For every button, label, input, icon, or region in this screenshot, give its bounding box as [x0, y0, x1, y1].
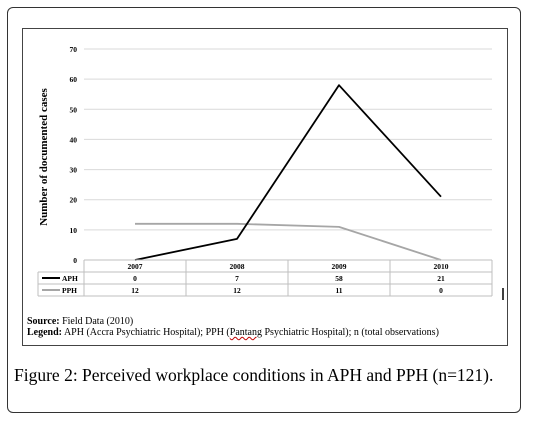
- chart-frame: [22, 28, 508, 346]
- legend-entry: PPH: [62, 286, 77, 295]
- y-tick-label: 70: [70, 45, 78, 54]
- y-axis-label: Number of documented cases: [38, 87, 50, 225]
- figure-frame: [7, 7, 521, 413]
- legend-entry: APH: [62, 274, 78, 283]
- legend-note: Legend: APH (Accra Psychiatric Hospital)…: [27, 327, 439, 339]
- series-line-pph: [135, 222, 442, 261]
- series-line-aph: [134, 84, 442, 261]
- data-table-cell: 0: [439, 286, 443, 295]
- legend-pantang: Pantang: [229, 327, 262, 338]
- legend-label: Legend:: [27, 327, 62, 338]
- source-note: Source: Field Data (2010): [27, 316, 133, 328]
- x-tick-label: 2008: [230, 262, 245, 271]
- y-tick-label: 10: [70, 226, 78, 235]
- y-tick-label: 0: [73, 256, 77, 265]
- source-label: Source:: [27, 316, 60, 327]
- y-tick-label: 50: [70, 105, 78, 114]
- x-tick-label: 2007: [128, 262, 143, 271]
- y-tick-label: 60: [70, 75, 78, 84]
- y-tick-label: 20: [70, 196, 78, 205]
- data-table-cell: 7: [235, 274, 239, 283]
- x-tick-label: 2009: [332, 262, 347, 271]
- legend-text-2: Psychiatric Hospital); n (total observat…: [261, 327, 439, 338]
- source-text: Field Data (2010): [59, 316, 134, 327]
- y-tick-label: 40: [70, 135, 78, 144]
- legend-text-1: APH (Accra Psychiatric Hospital); PPH (: [62, 327, 230, 338]
- data-table-cell: 21: [437, 274, 445, 283]
- figure-caption: Figure 2: Perceived workplace conditions…: [14, 365, 494, 385]
- y-tick-label: 30: [70, 166, 78, 175]
- data-table-cell: 11: [335, 286, 342, 295]
- data-table-cell: 12: [233, 286, 241, 295]
- data-table-cell: 12: [131, 286, 139, 295]
- x-tick-label: 2010: [434, 262, 449, 271]
- data-table-cell: 58: [335, 274, 343, 283]
- data-table-cell: 0: [133, 274, 137, 283]
